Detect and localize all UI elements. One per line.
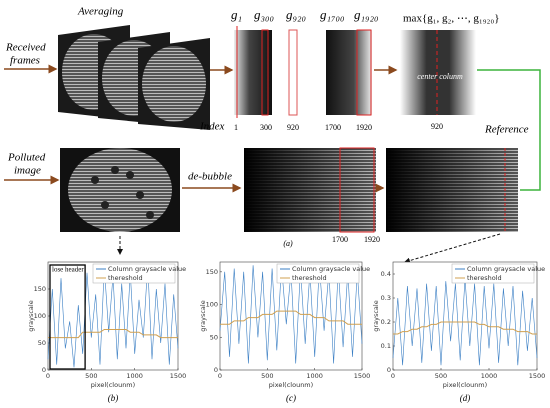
legend-label: thereshold bbox=[467, 274, 502, 282]
legend bbox=[276, 263, 360, 284]
y-axis-label: grayscale bbox=[372, 300, 380, 331]
legend-label: Column graysacle value bbox=[108, 265, 186, 273]
legend-label: thereshold bbox=[108, 274, 143, 282]
y-axis-label: grayscale bbox=[199, 300, 207, 331]
label: de-bubble bbox=[188, 171, 232, 183]
caption: (d) bbox=[460, 393, 471, 403]
g-label: g₉₂₀ bbox=[286, 7, 306, 22]
y-tick-label: 100 bbox=[206, 301, 218, 309]
label: center colunm bbox=[417, 72, 463, 81]
y-tick-label: 0 bbox=[214, 366, 218, 374]
marker bbox=[261, 29, 269, 116]
y-tick-label: 0 bbox=[387, 366, 391, 374]
marker bbox=[356, 29, 372, 116]
g-label: g₁₉₂₀ bbox=[354, 7, 379, 22]
strip-image bbox=[288, 29, 298, 116]
x-tick-label: 1500 bbox=[170, 372, 187, 380]
legend bbox=[92, 263, 176, 284]
y-tick-label: 0.2 bbox=[381, 318, 391, 326]
marker bbox=[339, 147, 375, 233]
legend bbox=[451, 263, 535, 284]
annotation-box bbox=[49, 264, 86, 370]
x-tick-label: 500 bbox=[435, 372, 447, 380]
index-value: 1700 bbox=[325, 123, 341, 132]
label: Averaging bbox=[77, 6, 124, 18]
caption: (c) bbox=[286, 393, 296, 403]
x-tick-label: 1000 bbox=[481, 372, 498, 380]
g-label: g₃₀₀ bbox=[254, 7, 274, 22]
x-tick-label: 0 bbox=[46, 372, 50, 380]
label: 1920 bbox=[364, 235, 380, 244]
legend-label: Column graysacle value bbox=[292, 265, 370, 273]
x-tick-label: 500 bbox=[85, 372, 97, 380]
x-tick-label: 0 bbox=[391, 372, 395, 380]
polluted-image bbox=[60, 148, 180, 232]
chart: 0 0.1 0.2 0.3 0.4 0 500 1000 1500 pixel(clounm) gr… bbox=[372, 261, 546, 403]
y-tick-label: 0.4 bbox=[381, 270, 391, 278]
annotation: lose header bbox=[52, 266, 84, 274]
label: Polluted bbox=[7, 152, 46, 164]
x-tick-label: 1000 bbox=[126, 372, 143, 380]
label: Reference bbox=[484, 124, 529, 136]
label: 920 bbox=[431, 122, 443, 131]
arrow bbox=[404, 233, 501, 264]
legend-label: thereshold bbox=[292, 274, 327, 282]
y-tick-label: 0.3 bbox=[381, 294, 391, 302]
legend-label: Column graysacle value bbox=[467, 265, 545, 273]
index-value: 1920 bbox=[356, 123, 372, 132]
x-axis-label: pixel(clounm) bbox=[443, 381, 487, 389]
max-image bbox=[400, 30, 476, 115]
label: frames bbox=[10, 55, 40, 67]
y-tick-label: 150 bbox=[34, 285, 46, 293]
g-label: g₁₇₀₀ bbox=[320, 7, 345, 22]
label: image bbox=[14, 165, 41, 177]
reference-line bbox=[477, 69, 541, 191]
caption: (a) bbox=[283, 239, 293, 248]
y-tick-label: 150 bbox=[206, 268, 218, 276]
max-label: max{g₁, g₂, ⋯, g₁₉₂₀} bbox=[403, 13, 500, 25]
data-line bbox=[393, 321, 537, 335]
x-tick-label: 500 bbox=[261, 372, 273, 380]
strip-image bbox=[234, 30, 272, 115]
data-line bbox=[220, 310, 362, 325]
label: 1700 bbox=[332, 235, 348, 244]
y-tick-label: 50 bbox=[38, 339, 46, 347]
g-label: g₁ bbox=[231, 7, 242, 22]
strip-image bbox=[326, 30, 372, 115]
frames bbox=[58, 25, 210, 130]
y-axis-label: grayscale bbox=[27, 300, 35, 331]
y-tick-label: 0.1 bbox=[381, 342, 391, 350]
caption: (b) bbox=[108, 393, 119, 403]
data-line bbox=[48, 329, 178, 339]
label: Index bbox=[199, 121, 225, 133]
x-axis-label: pixel(clounm) bbox=[91, 381, 135, 389]
y-tick-label: 50 bbox=[210, 333, 218, 341]
x-tick-label: 0 bbox=[218, 372, 222, 380]
x-tick-label: 1500 bbox=[529, 372, 546, 380]
y-tick-label: 100 bbox=[34, 312, 46, 320]
index-value: 1 bbox=[234, 123, 238, 132]
y-tick-label: 0 bbox=[42, 366, 46, 374]
diagram: Averaging Received frames g₁ g₃₀₀ g₉₂₀ g… bbox=[4, 6, 541, 264]
index-value: 920 bbox=[287, 123, 299, 132]
x-axis-label: pixel(clounm) bbox=[269, 381, 313, 389]
x-tick-label: 1000 bbox=[306, 372, 323, 380]
index-value: 300 bbox=[260, 123, 272, 132]
label: Received bbox=[5, 42, 46, 54]
x-tick-label: 1500 bbox=[354, 372, 371, 380]
